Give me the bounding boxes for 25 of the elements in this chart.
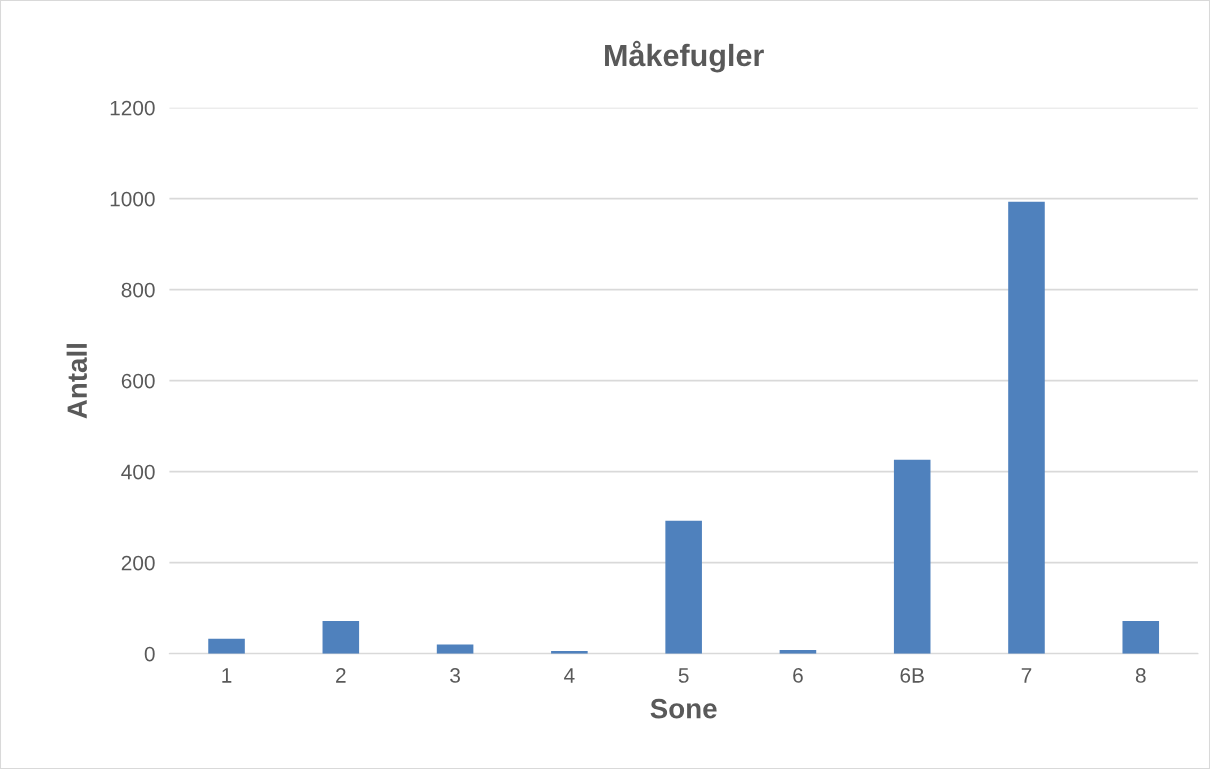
bar (1122, 620, 1160, 654)
bar (665, 520, 702, 654)
y-tick-label: 200 (121, 555, 155, 571)
y-tick-label: 1000 (110, 191, 155, 207)
x-tick-label: 3 (450, 668, 460, 683)
x-tick-label: 7 (1021, 668, 1032, 683)
chart-title: Måkefugler (605, 40, 764, 73)
y-tick-label: 400 (121, 464, 155, 480)
bar (208, 638, 245, 654)
y-axis-title: Antall (66, 344, 88, 419)
x-tick-label: 2 (336, 668, 346, 683)
x-tick-label: 6 (793, 668, 803, 683)
bar (893, 459, 931, 654)
y-tick-label: 600 (121, 373, 155, 389)
x-tick-label: 4 (564, 668, 575, 683)
x-tick-label: 8 (1135, 668, 1146, 683)
x-tick-label: 5 (678, 668, 689, 683)
y-tick-label: 1200 (110, 100, 155, 116)
y-tick-label: 0 (144, 646, 155, 662)
x-tick-label: 6B (900, 668, 924, 683)
y-tick-label: 800 (121, 282, 155, 298)
x-tick-label: 1 (222, 668, 232, 683)
x-axis-title: Sone (650, 698, 717, 719)
bar (322, 620, 360, 654)
bar (1008, 201, 1045, 654)
